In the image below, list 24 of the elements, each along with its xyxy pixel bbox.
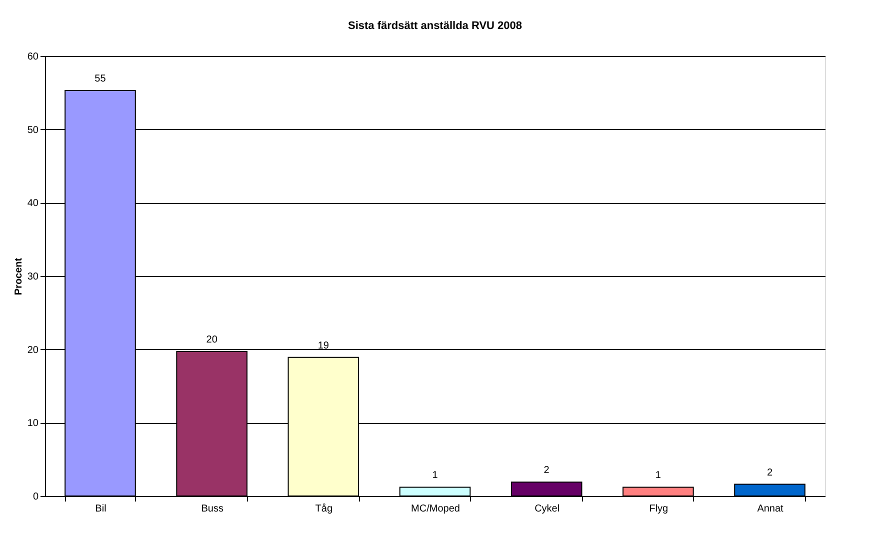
- y-tick-label: 50: [27, 124, 39, 136]
- y-tick-label: 20: [27, 344, 39, 356]
- y-tick-label: 10: [27, 418, 39, 430]
- chart-title: Sista färdsätt anställda RVU 2008: [348, 20, 522, 32]
- y-axis-title: Procent: [13, 257, 24, 296]
- y-tick-label: 0: [32, 492, 39, 502]
- data-label: 55: [94, 73, 106, 84]
- x-tick-label: Annat: [757, 504, 784, 514]
- bar: [510, 482, 582, 496]
- x-tick-label: Cykel: [534, 504, 560, 514]
- data-label: 1: [655, 470, 662, 482]
- data-label: 2: [766, 467, 773, 478]
- x-tick-label: MC/Moped: [411, 504, 460, 514]
- y-tick-label: 60: [27, 52, 39, 62]
- y-tick-label: 40: [27, 198, 39, 210]
- x-tick-label: Tåg: [315, 502, 333, 514]
- data-label: 20: [206, 334, 218, 346]
- data-label: 2: [544, 465, 550, 476]
- data-label: 19: [318, 340, 330, 352]
- x-tick-label: Buss: [201, 504, 224, 514]
- y-tick-label: 30: [27, 272, 39, 282]
- x-tick-label: Bil: [95, 504, 106, 514]
- data-label: 1: [432, 470, 438, 482]
- x-tick-label: Flyg: [649, 504, 668, 514]
